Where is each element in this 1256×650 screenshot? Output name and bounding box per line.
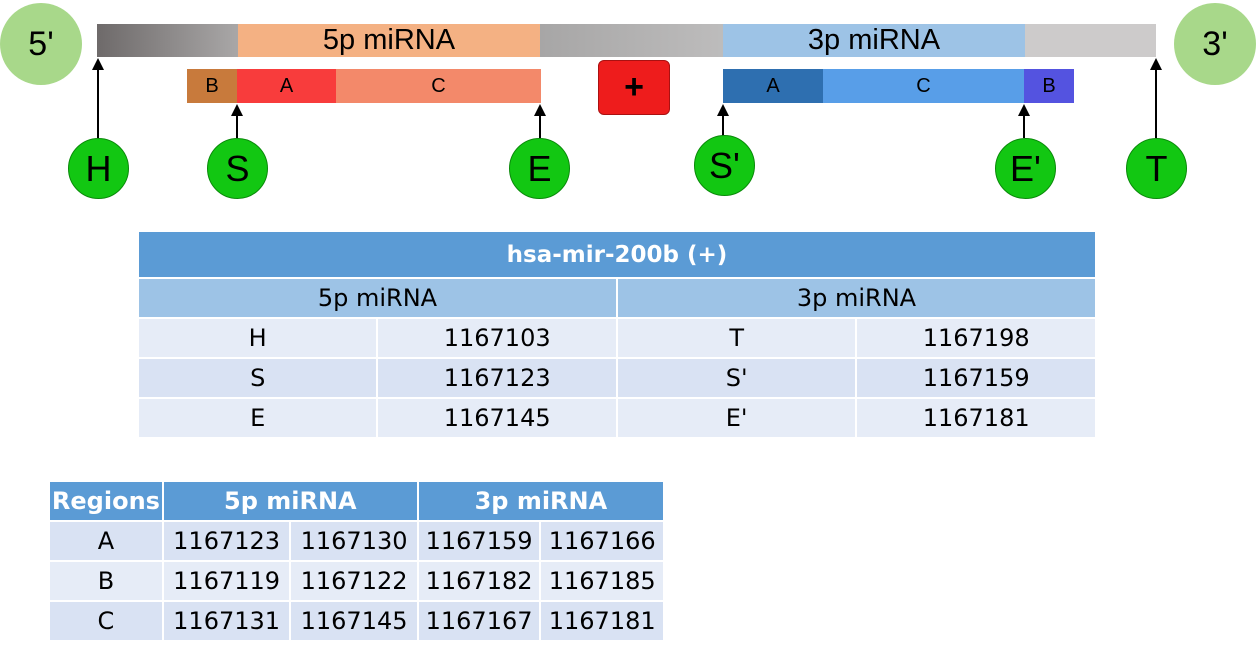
region-5p-end: 1167145 [289, 600, 419, 642]
arrow-e-line [539, 112, 541, 138]
regions-table-header-row: Regions 5p miRNA 3p miRNA [48, 480, 666, 522]
bar-3p-mirna: 3p miRNA [723, 24, 1025, 57]
arrow-e-head [534, 104, 546, 116]
marker-s-prime: S' [694, 135, 755, 196]
region-b-3p: B [1024, 69, 1074, 103]
table-row: H 1167103 T 1167198 [136, 317, 1097, 359]
marker-e-label: E [527, 147, 552, 189]
coordinates-header-5p: 5p miRNA [137, 277, 618, 319]
region-5p-end: 1167130 [289, 520, 419, 562]
coord-value: 1167198 [855, 317, 1097, 359]
strand-plus-box: + [598, 60, 670, 115]
region-3p-end: 1167181 [539, 600, 665, 642]
marker-e: E [509, 138, 570, 199]
region-c-3p-label: C [916, 74, 931, 97]
marker-e-prime: E' [995, 138, 1056, 199]
regions-header-regions: Regions [48, 480, 164, 522]
coord-value: 1167103 [376, 317, 618, 359]
region-name: C [48, 600, 164, 642]
arrow-h-line [97, 66, 99, 138]
region-c-5p: C [336, 69, 541, 103]
region-3p-start: 1167167 [416, 600, 542, 642]
marker-e-prime-label: E' [1010, 147, 1041, 189]
coord-label: T [615, 317, 858, 359]
region-name: A [48, 520, 164, 562]
arrow-s-line [236, 112, 238, 138]
five-prime-label: 5' [28, 24, 54, 63]
region-c-3p: C [823, 69, 1024, 103]
strand-plus-label: + [624, 68, 644, 106]
coord-value: 1167159 [855, 357, 1097, 399]
arrow-t-head [1150, 58, 1162, 70]
region-3p-start: 1167159 [416, 520, 542, 562]
region-name: B [48, 560, 164, 602]
arrow-s-prime-head [717, 104, 729, 116]
region-5p-start: 1167119 [161, 560, 292, 602]
coord-label: S [136, 357, 379, 399]
region-a-5p-label: A [279, 74, 294, 97]
marker-h: H [68, 138, 129, 199]
table-row: A 1167123 1167130 1167159 1167166 [48, 520, 665, 562]
marker-h-label: H [85, 147, 112, 189]
coord-label: E [136, 397, 379, 439]
region-5p-start: 1167123 [161, 520, 292, 562]
arrow-e-prime-line [1023, 112, 1025, 138]
coord-label: E' [615, 397, 858, 439]
marker-t: T [1126, 138, 1187, 199]
region-3p-end: 1167185 [539, 560, 665, 602]
region-3p-start: 1167182 [416, 560, 542, 602]
coordinates-table: hsa-mir-200b (+) 5p miRNA 3p miRNA H 116… [136, 230, 1098, 439]
region-b-3p-label: B [1042, 74, 1056, 97]
regions-header-5p: 5p miRNA [161, 480, 419, 522]
precursor-loop-segment [540, 24, 723, 57]
region-b-5p-label: B [205, 74, 219, 97]
precursor-segment-left [97, 24, 238, 57]
region-5p-start: 1167131 [161, 600, 292, 642]
table-row: B 1167119 1167122 1167182 1167185 [48, 560, 665, 602]
table-row: S 1167123 S' 1167159 [136, 357, 1097, 399]
arrow-h-head [92, 58, 104, 70]
three-prime-label: 3' [1202, 24, 1228, 63]
region-5p-end: 1167122 [289, 560, 419, 602]
marker-s-prime-label: S' [709, 144, 740, 186]
regions-table: Regions 5p miRNA 3p miRNA A 1167123 1167… [48, 480, 666, 642]
table-row: C 1167131 1167145 1167167 1167181 [48, 600, 665, 642]
coord-value: 1167123 [376, 357, 618, 399]
coord-value: 1167181 [855, 397, 1097, 439]
region-3p-end: 1167166 [539, 520, 665, 562]
region-a-3p-label: A [766, 74, 780, 97]
coordinates-table-title: hsa-mir-200b (+) [137, 230, 1097, 279]
coord-label: S' [615, 357, 858, 399]
table-row: E 1167145 E' 1167181 [136, 397, 1097, 439]
region-a-5p: A [237, 69, 336, 103]
bar-3p-label: 3p miRNA [807, 24, 941, 56]
arrow-s-prime-line [722, 112, 724, 138]
coordinates-table-header-row: 5p miRNA 3p miRNA [137, 277, 1098, 319]
arrow-s-head [231, 104, 243, 116]
precursor-segment-right [1025, 24, 1156, 57]
marker-s: S [207, 138, 268, 199]
coord-label: H [136, 317, 379, 359]
bar-5p-mirna: 5p miRNA [238, 24, 540, 57]
five-prime-end: 5' [0, 3, 82, 85]
marker-s-label: S [225, 147, 250, 189]
regions-header-3p: 3p miRNA [416, 480, 666, 522]
arrow-t-line [1155, 66, 1157, 138]
coordinates-table-title-row: hsa-mir-200b (+) [137, 230, 1097, 279]
coordinates-header-3p: 3p miRNA [615, 277, 1098, 319]
three-prime-end: 3' [1174, 3, 1256, 85]
region-a-3p: A [723, 69, 823, 103]
coord-value: 1167145 [376, 397, 618, 439]
bar-5p-label: 5p miRNA [322, 24, 456, 56]
arrow-e-prime-head [1018, 104, 1030, 116]
region-b-5p: B [187, 69, 237, 103]
marker-t-label: T [1145, 147, 1168, 189]
region-c-5p-label: C [431, 74, 446, 97]
